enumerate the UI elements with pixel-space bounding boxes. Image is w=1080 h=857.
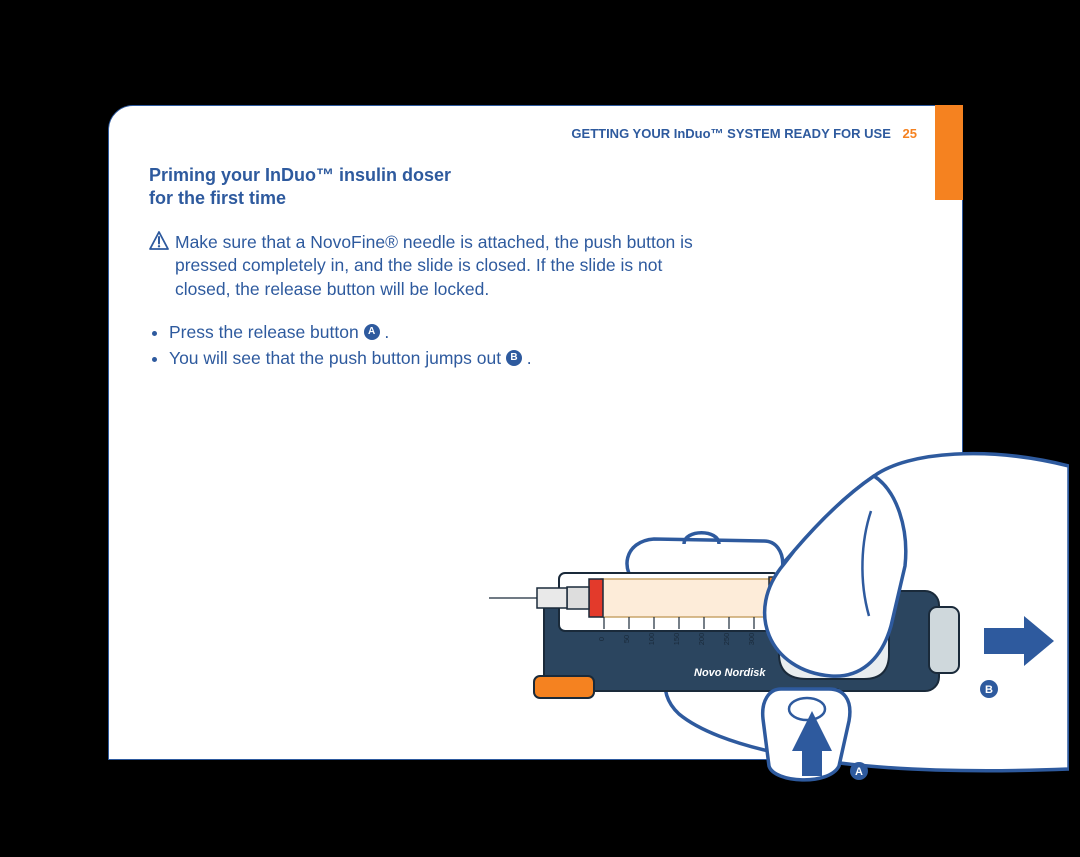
running-header: GETTING YOUR InDuo™ SYSTEM READY FOR USE… — [571, 126, 917, 141]
svg-text:150: 150 — [672, 633, 681, 646]
svg-text:300: 300 — [747, 633, 756, 646]
list-item: You will see that the push button jumps … — [169, 346, 709, 371]
svg-text:250: 250 — [722, 633, 731, 646]
section-tab — [935, 105, 963, 200]
svg-text:200: 200 — [697, 633, 706, 646]
warning-icon — [149, 231, 169, 251]
warning-paragraph: Make sure that a NovoFine® needle is att… — [149, 231, 709, 302]
heading: Priming your InDuo™ insulin doser for th… — [149, 164, 709, 211]
section-title: GETTING YOUR InDuo™ SYSTEM READY FOR USE — [571, 126, 891, 141]
svg-text:0: 0 — [597, 637, 606, 641]
manual-page: GETTING YOUR InDuo™ SYSTEM READY FOR USE… — [108, 105, 963, 760]
svg-text:50: 50 — [622, 635, 631, 643]
callout-a: A — [855, 766, 863, 778]
heading-line1: Priming your InDuo™ insulin doser — [149, 165, 451, 185]
callout-b: B — [985, 684, 993, 696]
bullet-text-pre: You will see that the push button jumps … — [169, 348, 506, 368]
label-badge-b: B — [506, 350, 522, 366]
svg-text:100: 100 — [647, 633, 656, 646]
body-content: Priming your InDuo™ insulin doser for th… — [149, 164, 709, 372]
bullet-text-post: . — [380, 322, 390, 342]
warning-text: Make sure that a NovoFine® needle is att… — [175, 231, 709, 302]
heading-line2: for the first time — [149, 188, 286, 208]
device-illustration: 0 50 100 150 200 250 300 Novo Nordisk 0. — [429, 421, 1069, 786]
instruction-list: Press the release button A . You will se… — [149, 320, 709, 372]
label-badge-a: A — [364, 324, 380, 340]
list-item: Press the release button A . — [169, 320, 709, 345]
page-number: 25 — [903, 126, 917, 141]
bullet-text-post: . — [522, 348, 532, 368]
bullet-text-pre: Press the release button — [169, 322, 364, 342]
brand-label: Novo Nordisk — [694, 667, 766, 679]
